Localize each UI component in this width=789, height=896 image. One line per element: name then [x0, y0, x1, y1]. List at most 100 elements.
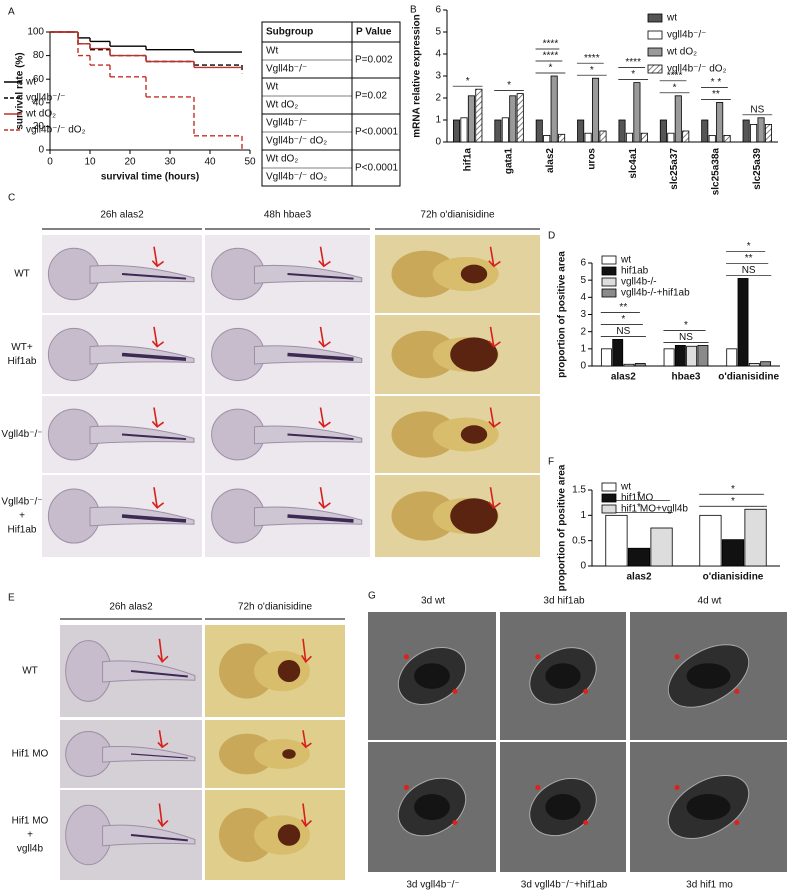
legend-label: vgll4b⁻/⁻ — [26, 93, 65, 104]
larva-head — [391, 250, 458, 298]
column-header: 26h alas2 — [109, 602, 153, 613]
x-tick-label: 20 — [124, 157, 136, 168]
x-tick-label: 40 — [204, 157, 216, 168]
table-cell: Wt dO₂ — [266, 154, 298, 165]
legend-label: wt dO₂ — [25, 109, 56, 120]
embryo-tail — [102, 746, 196, 763]
embryo-tail — [89, 264, 195, 284]
panel-label: G — [368, 591, 376, 602]
x-tick-label: slc25a39 — [752, 148, 763, 190]
bar — [663, 348, 675, 367]
bar — [721, 539, 745, 567]
row-label: Vgll4b⁻/⁻ — [1, 497, 42, 508]
column-header: 72h o'dianisidine — [420, 210, 495, 221]
y-tick-label: 0 — [435, 137, 441, 148]
bar — [748, 363, 760, 367]
bar — [723, 134, 731, 143]
stain — [450, 498, 498, 534]
stain — [121, 433, 187, 441]
legend-swatch — [647, 30, 663, 40]
embryo-tail — [254, 264, 363, 284]
bar — [460, 117, 468, 143]
bar — [475, 88, 483, 143]
y-tick-label: 100 — [27, 27, 44, 38]
x-tick-label: slc25a37 — [669, 148, 680, 190]
sig-label: **** — [543, 39, 559, 50]
bar — [699, 514, 722, 567]
nucleus — [414, 663, 450, 689]
bar — [627, 547, 651, 567]
y-tick-label: 2 — [435, 93, 441, 104]
sig-label: * — [621, 314, 625, 325]
bar — [501, 117, 509, 143]
y-tick-label: 0 — [580, 561, 586, 572]
arrow — [318, 407, 331, 428]
legend-swatch — [647, 47, 663, 57]
nucleus — [545, 794, 581, 820]
stain — [287, 352, 354, 362]
stain — [287, 273, 354, 280]
stain — [130, 753, 188, 759]
sig-label: * — [466, 76, 470, 87]
legend-label: vgll4b⁻/⁻ dO₂ — [667, 64, 727, 75]
column-header: 72h o'dianisidine — [238, 602, 313, 613]
larva-head — [391, 330, 458, 379]
bar — [708, 134, 716, 143]
bar — [744, 508, 767, 567]
row-label: Hif1ab — [8, 525, 37, 536]
y-tick-label: 0 — [580, 361, 586, 372]
bar — [592, 77, 600, 143]
x-tick-label: 30 — [164, 157, 176, 168]
legend-swatch — [601, 288, 617, 298]
image-label: 4d wt — [698, 596, 722, 607]
row-label: WT — [14, 269, 30, 280]
bar — [600, 348, 612, 367]
embryo-tail — [102, 824, 196, 847]
sig-label: * — [590, 65, 594, 76]
y-tick-label: 4 — [435, 49, 441, 60]
arrow — [301, 730, 312, 749]
arrow — [488, 326, 501, 348]
sig-label: * — [731, 496, 735, 507]
bar — [584, 132, 592, 143]
column-header: 48h hbae3 — [264, 210, 312, 221]
panel-label: D — [548, 231, 555, 242]
panel-label: B — [410, 5, 417, 16]
legend-label: hif1 MO+vgll4b — [621, 504, 688, 515]
legend-swatch — [601, 504, 617, 514]
y-axis-title: mRNA relative expression — [412, 14, 423, 138]
bar — [633, 82, 641, 143]
bar — [697, 344, 709, 367]
bar — [509, 95, 517, 143]
x-tick-label: slc4a1 — [628, 148, 639, 179]
table-cell: Vgll4b⁻/⁻ — [266, 118, 307, 129]
bar — [659, 119, 667, 143]
table-frame — [261, 21, 401, 187]
x-tick-label: alas2 — [545, 148, 556, 173]
bar — [760, 361, 772, 367]
stain — [287, 433, 354, 441]
marker — [535, 654, 541, 660]
bar — [674, 95, 682, 143]
x-tick-label: o'dianisidine — [703, 572, 764, 583]
sig-label: * — [673, 82, 677, 93]
arrow — [151, 326, 165, 348]
bar — [618, 119, 626, 143]
legend-swatch — [647, 13, 663, 23]
panel-label: A — [8, 7, 15, 18]
x-tick-label: hbae3 — [672, 372, 701, 383]
bar — [535, 119, 543, 143]
embryo-tail — [89, 425, 195, 445]
y-tick-label: 1 — [435, 115, 441, 126]
sig-label: ** — [745, 253, 753, 264]
bar — [625, 132, 633, 143]
bar — [701, 119, 709, 143]
legend-swatch — [601, 277, 617, 287]
sig-label: **** — [667, 70, 683, 81]
x-tick-label: 50 — [244, 157, 256, 168]
table-cell: Vgll4b⁻/⁻ dO₂ — [266, 172, 327, 183]
bar — [716, 102, 724, 143]
x-tick-label: slc25a38a — [711, 148, 722, 196]
row-label: Hif1 MO — [12, 749, 49, 760]
